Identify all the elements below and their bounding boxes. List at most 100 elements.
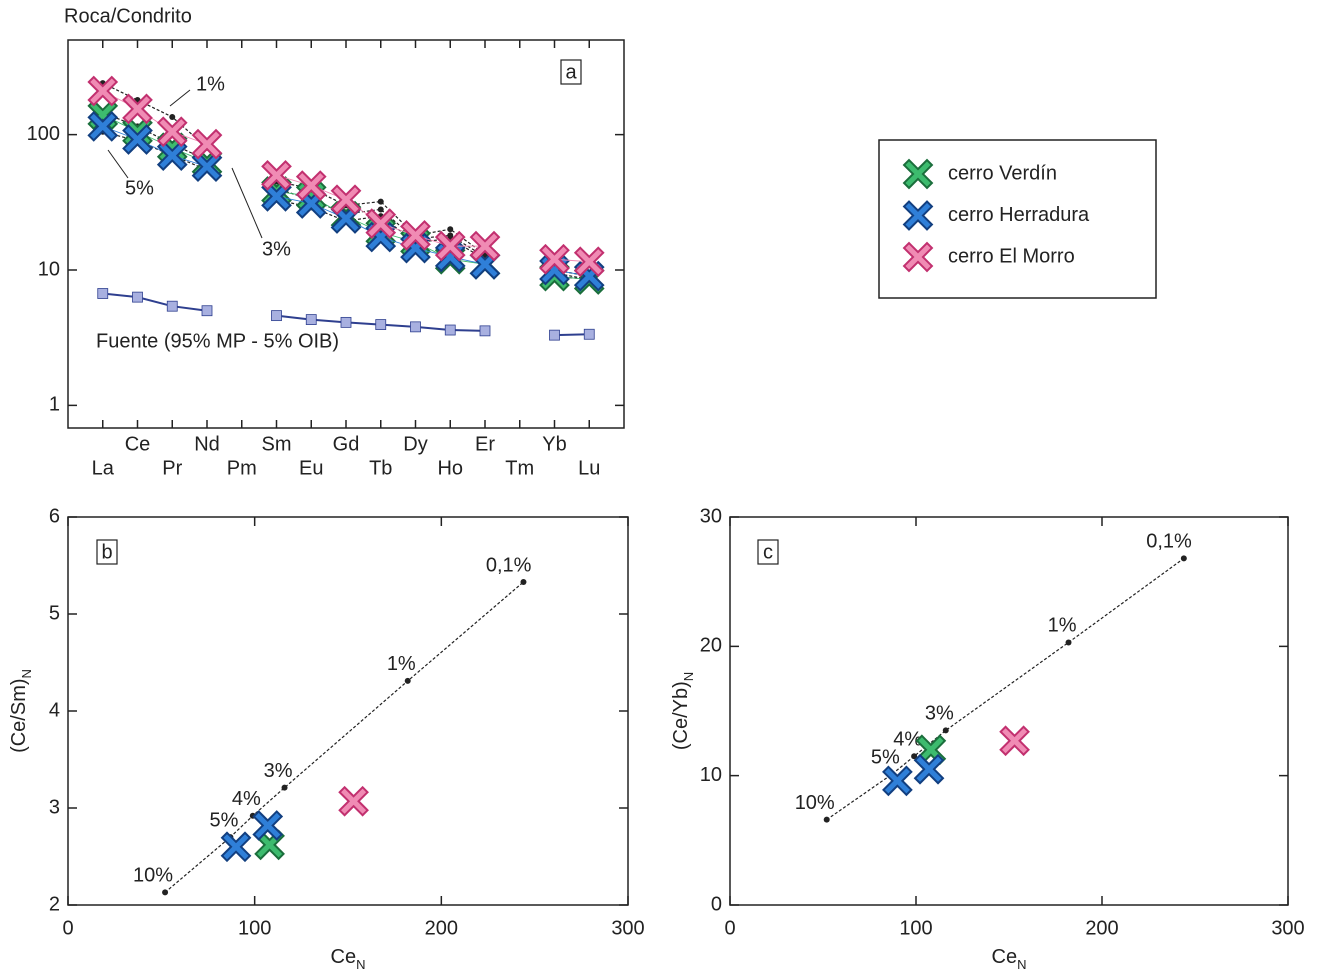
legend-label: cerro El Morro xyxy=(948,245,1075,267)
y-tick-label: 6 xyxy=(49,505,60,527)
model-point xyxy=(281,784,288,791)
source-point xyxy=(410,321,421,333)
x-tick-label: Pr xyxy=(162,457,182,479)
x-tick-label: Tb xyxy=(369,457,392,479)
sample-point xyxy=(261,159,292,191)
y-axis-label-sub: N xyxy=(681,672,696,681)
legend-marker xyxy=(902,158,934,190)
legend-label: cerro Verdín xyxy=(948,162,1057,184)
y-tick-label: 2 xyxy=(49,893,60,915)
marker-fill xyxy=(437,233,463,259)
panel-label-box xyxy=(757,539,779,565)
model-point xyxy=(447,226,454,233)
plot-frame xyxy=(67,39,625,429)
point-label: 0,1% xyxy=(1146,531,1192,553)
sample-line xyxy=(102,90,208,145)
model-point xyxy=(911,753,918,760)
model-line xyxy=(102,131,208,171)
model-point xyxy=(162,889,169,896)
point-label: 4% xyxy=(232,788,261,810)
marker-fill xyxy=(368,211,394,237)
marker-fill xyxy=(1002,728,1028,754)
x-tick-label: Ce xyxy=(125,433,151,455)
model-point xyxy=(823,816,830,823)
x-tick-label: 300 xyxy=(611,917,644,939)
x-tick-label: 100 xyxy=(899,917,932,939)
sample-point xyxy=(913,753,945,785)
sample-point xyxy=(573,246,605,278)
point-label: 0,1% xyxy=(486,554,532,576)
point-label: 3% xyxy=(264,760,293,782)
source-point xyxy=(583,328,595,340)
panel-label: a xyxy=(565,61,577,83)
x-tick-label: La xyxy=(92,457,115,479)
x-axis-label-sub: N xyxy=(356,957,365,972)
sample-line xyxy=(102,125,208,168)
sample-point xyxy=(252,810,284,841)
legend-label: cerro Herradura xyxy=(948,204,1090,226)
sample-point xyxy=(87,111,119,142)
sample-point xyxy=(156,140,188,171)
y-axis-label-main: (Ce/Yb) xyxy=(670,681,692,750)
marker-fill xyxy=(472,233,498,259)
x-tick-label: Lu xyxy=(578,457,600,479)
series-name: 5% xyxy=(125,177,154,199)
point-label: 10% xyxy=(795,792,835,814)
sample-point xyxy=(539,243,570,275)
leader-line xyxy=(107,149,129,179)
y-tick-label: 5 xyxy=(49,602,60,624)
source-point xyxy=(444,324,456,336)
source-point xyxy=(375,319,387,330)
source-line xyxy=(102,292,208,312)
x-tick-label: 0 xyxy=(62,917,73,939)
y-tick-label: 0 xyxy=(711,893,722,915)
x-tick-label: Pm xyxy=(227,457,257,479)
model-line xyxy=(826,557,1185,821)
marker-fill xyxy=(333,205,359,232)
sample-point xyxy=(434,230,466,262)
marker-fill xyxy=(298,173,324,199)
sample-point xyxy=(915,734,947,766)
sample-point xyxy=(469,230,501,262)
point-label: 3% xyxy=(925,703,954,725)
sample-point xyxy=(295,170,327,201)
point-label: 5% xyxy=(209,809,238,831)
x-tick-label: Sm xyxy=(262,433,292,455)
model-line xyxy=(164,581,524,893)
y-axis-label-sub: N xyxy=(19,669,34,678)
x-tick-label: Gd xyxy=(333,433,360,455)
point-label: 4% xyxy=(893,729,922,751)
marker-fill xyxy=(194,131,220,157)
marker-fill xyxy=(223,834,249,860)
panel-label-box xyxy=(96,539,118,565)
marker-fill xyxy=(402,222,429,248)
point-label: 1% xyxy=(1048,615,1077,637)
model-line xyxy=(102,112,208,161)
legend-marker xyxy=(902,241,934,273)
sample-point xyxy=(191,151,223,182)
model-point xyxy=(377,206,384,213)
plot-frame xyxy=(67,516,629,906)
x-axis-label-main: Ce xyxy=(331,946,357,968)
x-tick-label: 300 xyxy=(1271,917,1304,939)
panel-label: b xyxy=(101,541,112,563)
model-point xyxy=(377,198,384,205)
marker-fill xyxy=(124,96,151,122)
sample-line xyxy=(102,114,208,164)
model-point xyxy=(169,113,176,120)
y-tick-label: 1 xyxy=(49,394,60,416)
point-label: 10% xyxy=(133,865,173,887)
marker-fill xyxy=(159,119,185,145)
marker-fill xyxy=(905,161,931,187)
sample-point xyxy=(122,93,153,125)
source-point xyxy=(97,288,109,299)
marker-fill xyxy=(333,187,359,213)
sample-point xyxy=(338,785,369,817)
marker-fill xyxy=(263,183,290,209)
point-label: 1% xyxy=(387,653,416,675)
marker-fill xyxy=(255,812,281,838)
x-axis-label: CeN xyxy=(331,946,366,972)
x-tick-label: Ho xyxy=(437,457,463,479)
series-name: 1% xyxy=(196,73,225,95)
model-point xyxy=(520,578,527,585)
